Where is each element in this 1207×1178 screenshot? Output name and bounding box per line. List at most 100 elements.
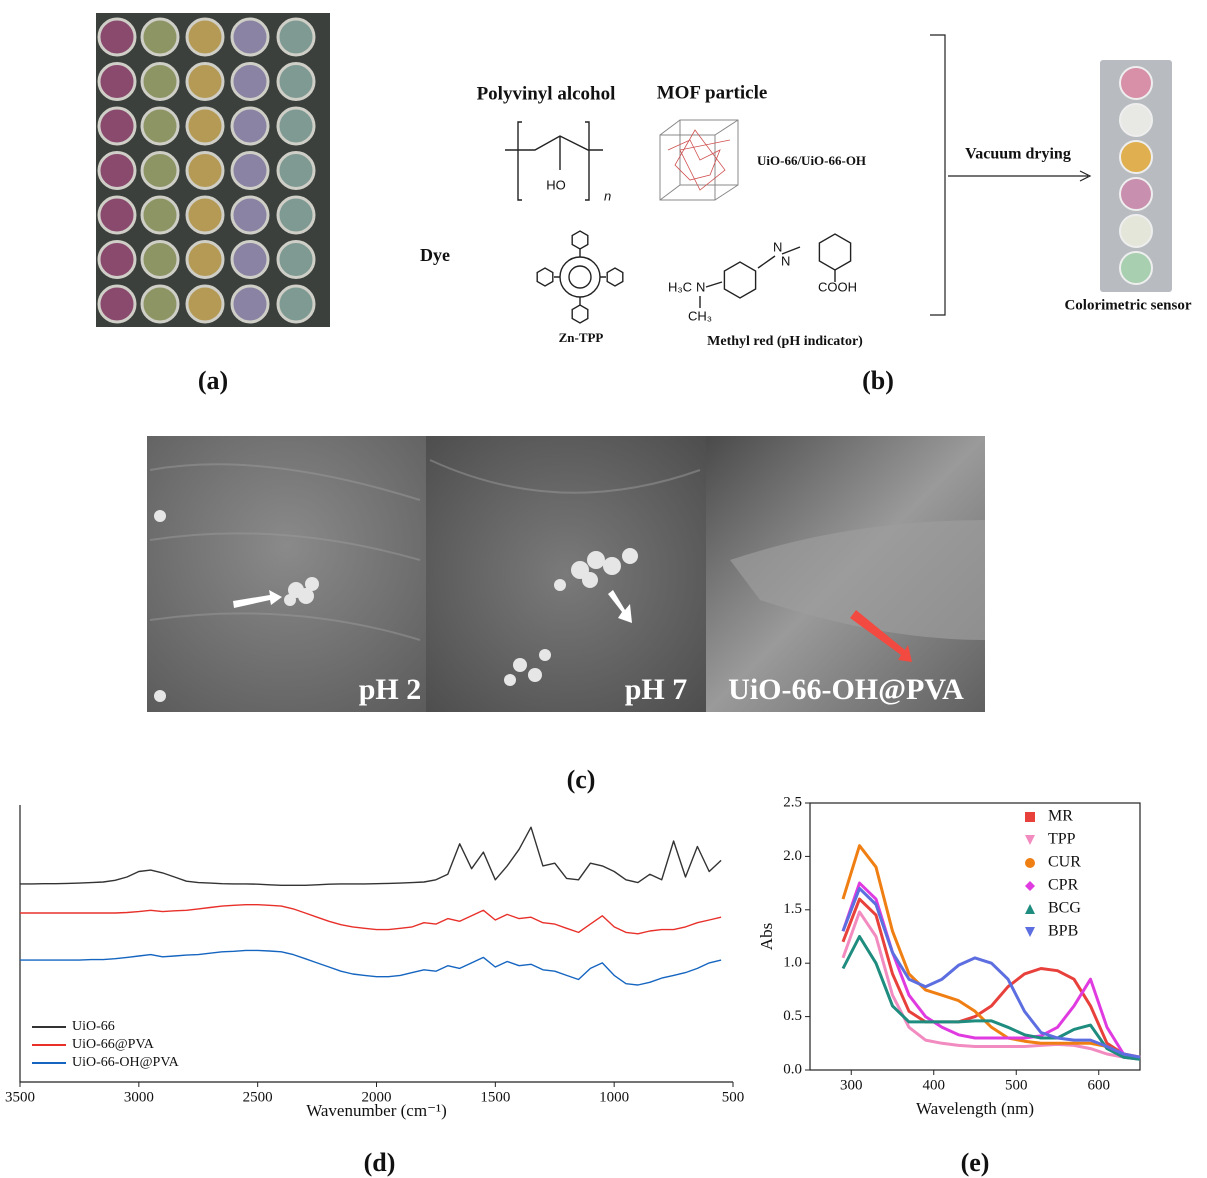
caption: (b) [862, 366, 894, 395]
ring [537, 268, 553, 286]
bracket [930, 35, 945, 315]
well [232, 242, 268, 278]
x-tick-label: 1000 [599, 1089, 629, 1105]
legend-marker [1025, 812, 1035, 822]
well [99, 153, 135, 189]
well [142, 64, 178, 100]
x-axis-label: Wavelength (nm) [916, 1099, 1034, 1118]
ring [607, 268, 623, 286]
well [278, 153, 314, 189]
well [142, 108, 178, 144]
heading: Polyvinyl alcohol [477, 83, 616, 104]
heading: MOF particle [657, 82, 768, 103]
series-line [20, 905, 721, 934]
well [232, 64, 268, 100]
caption: (e) [961, 1148, 990, 1177]
x-axis-label: Wavenumber (cm⁻¹) [306, 1101, 447, 1120]
image-label: UiO-66-OH@PVA [728, 673, 964, 706]
well [142, 153, 178, 189]
legend-marker [1025, 835, 1035, 845]
y-tick-label: 0.0 [783, 1061, 802, 1077]
caption: (d) [364, 1148, 396, 1177]
well [278, 242, 314, 278]
sensor-spot [1120, 141, 1152, 173]
well-plate-photo [96, 13, 330, 327]
x-tick-label: 3500 [5, 1089, 35, 1105]
well [142, 242, 178, 278]
well [187, 286, 223, 322]
well [99, 64, 135, 100]
series-line [20, 950, 721, 985]
heading: Dye [420, 245, 450, 265]
legend-label: TPP [1048, 831, 1076, 848]
legend-label: UiO-66-OH@PVA [72, 1055, 180, 1070]
legend-label: CPR [1048, 877, 1079, 894]
well [187, 242, 223, 278]
page: (a) Polyvinyl alcohol MOF particle HO n … [0, 0, 1207, 1178]
y-axis-label: Abs [757, 923, 776, 950]
x-tick-label: 600 [1088, 1077, 1111, 1093]
legend-label: BCG [1048, 900, 1081, 917]
well [99, 242, 135, 278]
image-label: pH 2 [359, 673, 422, 706]
well [99, 108, 135, 144]
well [232, 108, 268, 144]
y-tick-label: 1.5 [783, 901, 802, 917]
label: Vacuum drying [965, 146, 1071, 163]
legend-label: UiO-66 [72, 1019, 115, 1034]
well [278, 108, 314, 144]
well [232, 286, 268, 322]
legend-label: MR [1048, 808, 1073, 825]
legend-marker [1025, 927, 1035, 937]
x-tick-label: 500 [722, 1089, 745, 1105]
well [278, 19, 314, 55]
chem-label: n [604, 188, 611, 203]
chem-label: N [773, 239, 782, 254]
well [278, 197, 314, 233]
chem-label: H₃C [668, 279, 692, 294]
sensor-photo [1100, 60, 1172, 292]
ring [819, 234, 850, 270]
well [142, 197, 178, 233]
well [232, 153, 268, 189]
well [187, 197, 223, 233]
zn-tpp-structure [537, 231, 623, 323]
well [99, 286, 135, 322]
ring [572, 305, 588, 323]
chem-label: HO [546, 177, 566, 192]
y-tick-label: 1.0 [783, 955, 802, 971]
sensor-spot [1120, 178, 1152, 210]
chem-label: N [696, 279, 705, 294]
well [187, 108, 223, 144]
figure: (a) Polyvinyl alcohol MOF particle HO n … [0, 0, 1207, 1178]
ring [572, 231, 588, 249]
well [232, 197, 268, 233]
label: Colorimetric sensor [1064, 297, 1191, 313]
legend-marker [1025, 858, 1035, 868]
sensor-spot [1120, 67, 1152, 99]
well [232, 19, 268, 55]
legend-label: UiO-66@PVA [72, 1037, 155, 1052]
sensor-spot [1120, 252, 1152, 284]
caption: (c) [567, 765, 596, 794]
chem-label: N [781, 253, 790, 268]
well [187, 19, 223, 55]
x-tick-label: 400 [923, 1077, 946, 1093]
y-tick-label: 0.5 [783, 1008, 802, 1024]
caption: (a) [198, 366, 228, 395]
label: UiO-66/UiO-66-OH [757, 153, 866, 168]
ring [724, 262, 755, 298]
legend-marker [1025, 881, 1035, 891]
x-tick-label: 1500 [480, 1089, 510, 1105]
well [187, 64, 223, 100]
legend-label: CUR [1048, 854, 1081, 871]
mof-cube [660, 120, 738, 200]
label: Methyl red (pH indicator) [707, 334, 863, 349]
legend-marker [1025, 904, 1035, 914]
well [99, 19, 135, 55]
arrow [948, 171, 1090, 181]
y-tick-label: 2.0 [783, 848, 802, 864]
legend-label: BPB [1048, 923, 1078, 940]
well [278, 64, 314, 100]
sem-images [147, 436, 985, 712]
